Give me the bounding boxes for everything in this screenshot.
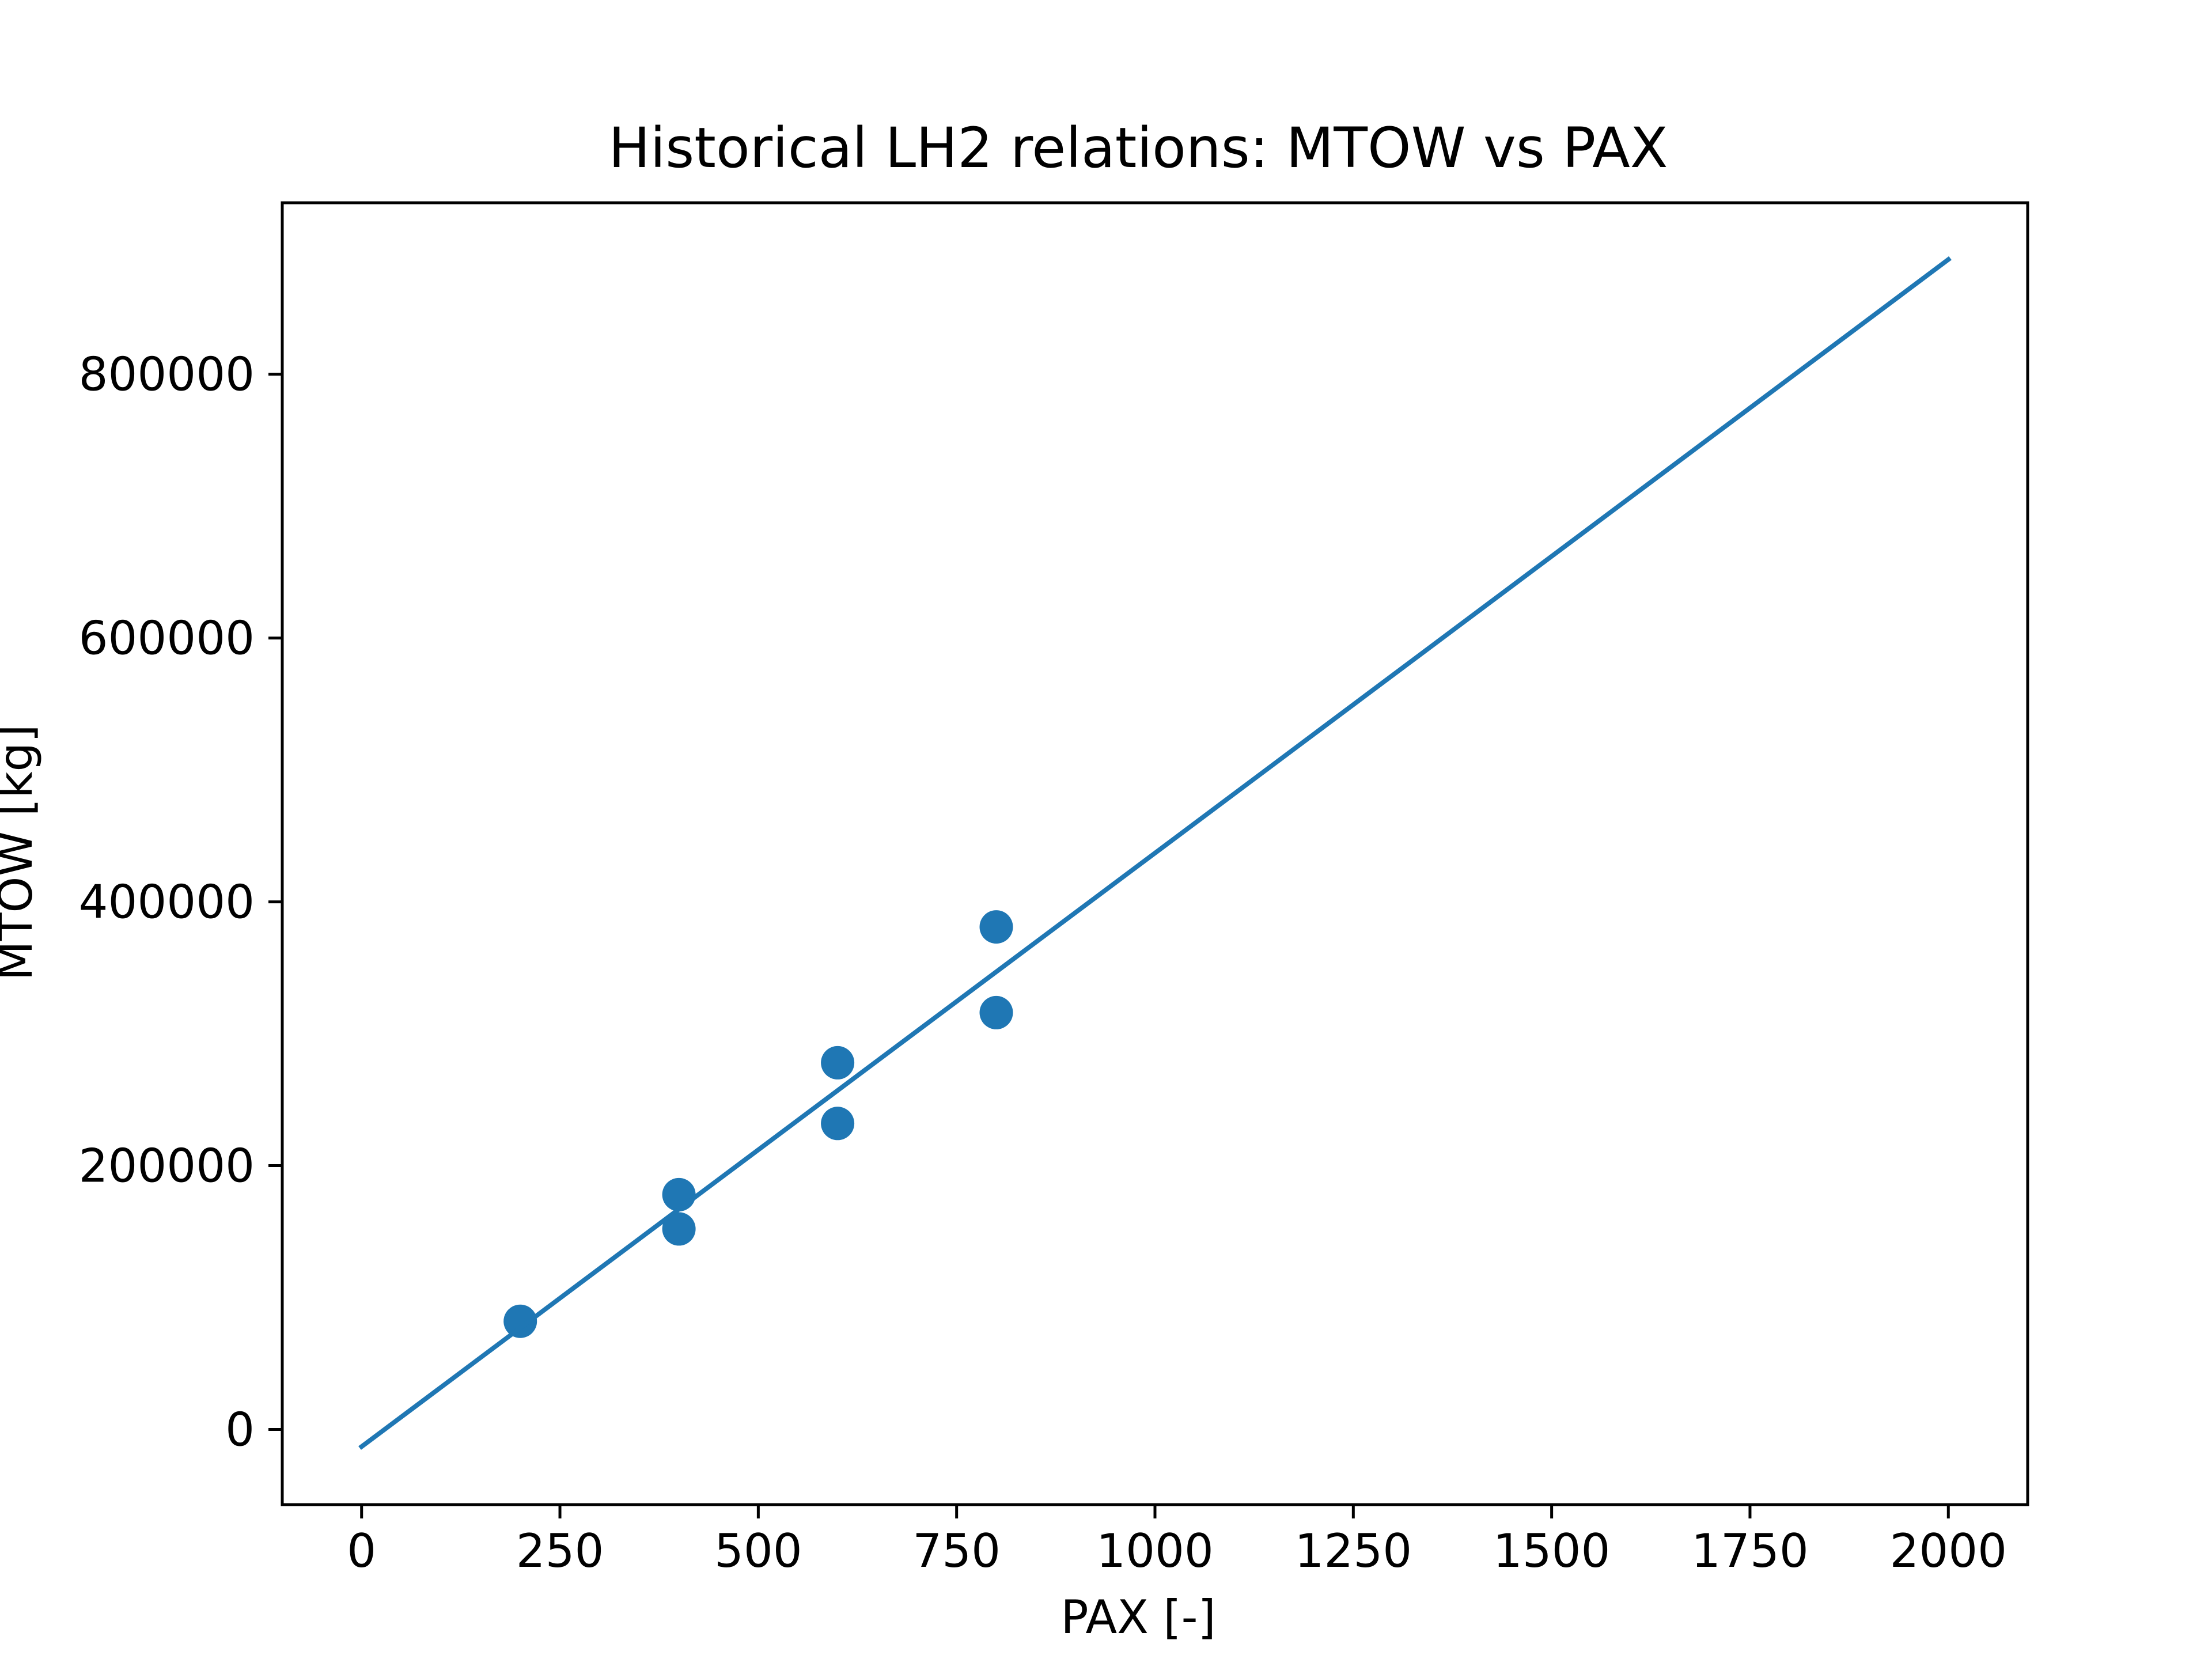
- data-point: [821, 1046, 855, 1080]
- x-tick-label: 1250: [1295, 1524, 1412, 1578]
- x-tick-label: 1750: [1691, 1524, 1809, 1578]
- data-point: [979, 995, 1013, 1029]
- x-tick-label: 500: [714, 1524, 802, 1578]
- y-tick-label: 400000: [79, 876, 255, 929]
- x-axis-title: PAX [-]: [1060, 1590, 1215, 1644]
- data-point: [662, 1212, 696, 1246]
- data-point: [821, 1107, 855, 1141]
- y-tick-label: 600000: [79, 612, 255, 665]
- y-axis: 0 200000 400000 600000 800000: [79, 348, 282, 1456]
- chart-title: Historical LH2 relations: MTOW vs PAX: [608, 116, 1668, 180]
- x-tick-label: 2000: [1889, 1524, 2007, 1578]
- y-tick-label: 800000: [79, 348, 255, 402]
- data-point: [503, 1304, 537, 1338]
- x-tick-label: 1500: [1493, 1524, 1611, 1578]
- x-tick-label: 750: [912, 1524, 1001, 1578]
- plot-area: [358, 256, 1952, 1450]
- y-tick-label: 200000: [79, 1139, 255, 1193]
- y-tick-label: 0: [225, 1403, 255, 1456]
- x-tick-label: 0: [347, 1524, 376, 1578]
- x-axis: 0 250 500 750 1000 1250 1500 1750 2000: [347, 1505, 2007, 1578]
- fit-line: [358, 256, 1952, 1450]
- x-tick-label: 250: [516, 1524, 604, 1578]
- x-tick-label: 1000: [1096, 1524, 1214, 1578]
- data-point: [979, 910, 1013, 944]
- y-axis-title: MTOW [kg]: [0, 725, 43, 981]
